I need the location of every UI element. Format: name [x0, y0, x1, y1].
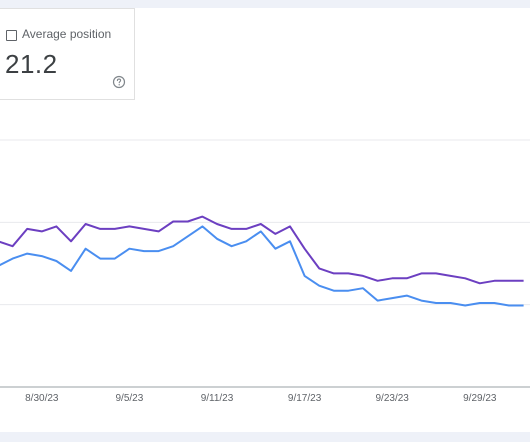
performance-chart-panel: 8/30/23 9/5/23 9/11/23 9/17/23 9/23/23 9/29/2…: [0, 8, 530, 432]
header-strip: [0, 0, 530, 8]
x-tick-label: 8/30/23: [25, 393, 59, 404]
metric-value: 21.2: [5, 49, 58, 79]
series-line-0[interactable]: [0, 215, 524, 285]
x-tick-label: 9/11/23: [201, 393, 234, 404]
metric-label: Average position: [22, 27, 112, 41]
performance-chart: 8/30/23 9/5/23 9/11/23 9/17/23 9/23/23 9/29/2…: [0, 139, 530, 404]
average-position-card[interactable]: Average position 21.2: [0, 8, 135, 100]
x-tick-label: 9/17/23: [288, 393, 322, 404]
x-tick-label: 9/5/23: [115, 393, 143, 404]
metric-checkbox[interactable]: [6, 30, 17, 41]
x-tick-label: 9/23/23: [376, 393, 410, 404]
series-line-1[interactable]: [0, 225, 524, 307]
x-tick-label: 9/29/23: [463, 393, 497, 404]
help-circle-icon[interactable]: [112, 75, 126, 89]
